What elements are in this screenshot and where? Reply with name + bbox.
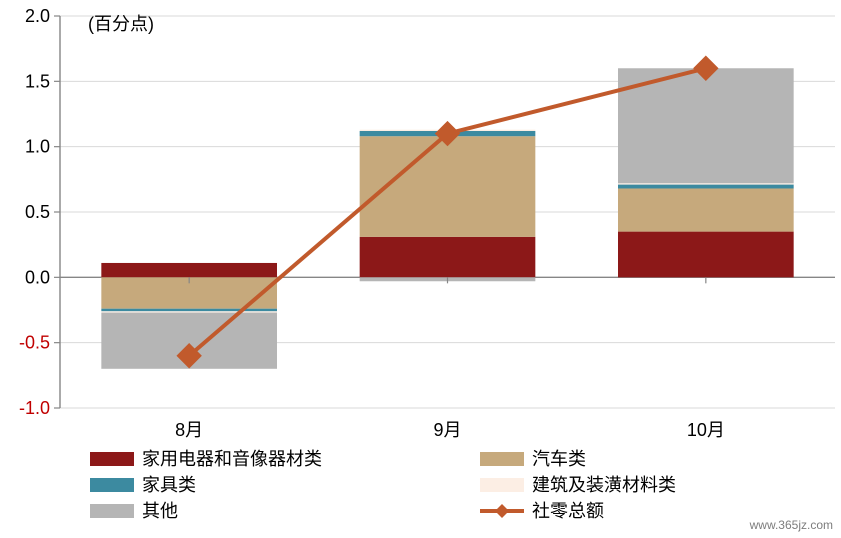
- bar-furniture: [618, 185, 794, 189]
- x-tick-label: 10月: [687, 420, 725, 440]
- svg-text:1.0: 1.0: [25, 137, 50, 157]
- legend-item-total_retail: 社零总额: [532, 501, 604, 521]
- bar-furniture: [101, 309, 277, 312]
- unit-label: (百分点): [88, 14, 154, 34]
- legend-item-furniture: 家具类: [142, 475, 196, 495]
- svg-text:1.5: 1.5: [25, 71, 50, 91]
- legend: 家用电器和音像器材类 汽车类家具类 建筑及装潢材料类其他 社零总额: [90, 449, 676, 521]
- legend-item-auto: 汽车类: [532, 449, 586, 469]
- y-tick-labels: -1.0 -0.5 0.0 0.5 1.0 1.5 2.0: [19, 6, 50, 418]
- bar-auto: [618, 188, 794, 231]
- bar-appliances: [360, 237, 536, 278]
- svg-text:2.0: 2.0: [25, 6, 50, 26]
- bars-group: [101, 68, 793, 369]
- bar-appliances: [101, 263, 277, 277]
- x-tick-label: 8月: [175, 420, 203, 440]
- legend-item-construction: 建筑及装潢材料类: [532, 475, 676, 495]
- chart-container: -1.0-0.50.00.51.01.52.0(百分点)8月9月10月家用电器和…: [0, 0, 841, 538]
- svg-text:0.5: 0.5: [25, 202, 50, 222]
- svg-text:0.0: 0.0: [25, 267, 50, 287]
- legend-item-other: 其他: [142, 501, 178, 521]
- bar-construction: [101, 311, 277, 312]
- legend-item-appliances: 家用电器和音像器材类: [142, 449, 322, 469]
- bar-appliances: [618, 232, 794, 278]
- bar-construction: [618, 183, 794, 184]
- svg-text:-0.5: -0.5: [19, 333, 50, 353]
- chart-svg: -1.0-0.50.00.51.01.52.0(百分点)8月9月10月家用电器和…: [0, 0, 841, 538]
- watermark-text: www.365jz.com: [750, 518, 833, 532]
- svg-text:-1.0: -1.0: [19, 398, 50, 418]
- x-tick-label: 9月: [433, 420, 461, 440]
